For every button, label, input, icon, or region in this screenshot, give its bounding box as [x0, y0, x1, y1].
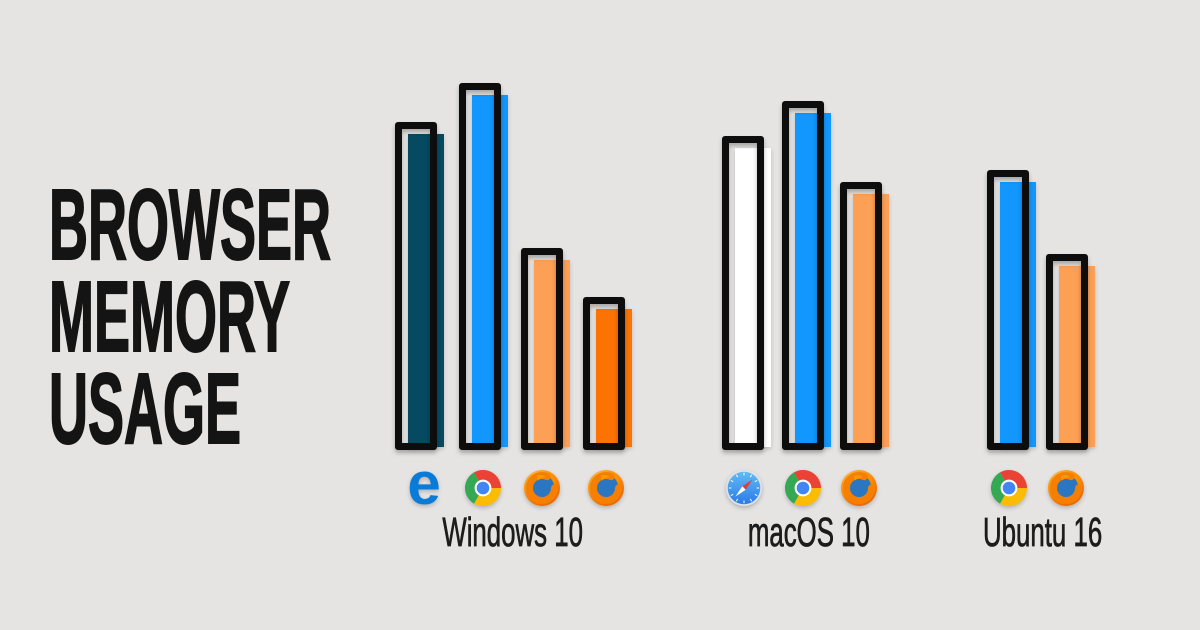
bar-fill-chrome [1000, 182, 1036, 447]
title-line-2: MEMORY [48, 261, 291, 373]
bar-outline-firefox [521, 248, 563, 450]
bar-fill-edge [408, 134, 444, 447]
chrome-icon [465, 470, 501, 506]
bar-fill-chrome [472, 95, 508, 447]
bar-outline-edge [395, 122, 437, 450]
firefox-icon [841, 470, 877, 506]
edge-icon: e [406, 470, 442, 506]
bar-fill-safari [735, 148, 771, 447]
bar-outline-chrome [459, 83, 501, 450]
safari-icon [726, 470, 762, 506]
bar-fill-firefox [853, 194, 889, 447]
bar-outline-firefox [840, 182, 882, 450]
platform-label-text: Ubuntu 16 [983, 509, 1103, 555]
bar-outline-chrome [782, 101, 824, 450]
platform-label-text: Windows 10 [442, 509, 584, 555]
bar-fill-chrome [795, 113, 831, 447]
platform-label-text: macOS 10 [747, 509, 871, 555]
firefox-icon [1048, 470, 1084, 506]
platform-label-windows-10: Windows 10 [333, 509, 693, 555]
title-line-3: USAGE [48, 353, 242, 465]
bar-outline-firefox [1046, 254, 1088, 450]
title-line-1: BROWSER [48, 169, 331, 281]
chrome-icon [785, 470, 821, 506]
bar-fill-firefox [534, 260, 570, 447]
bar-outline-chrome [987, 170, 1029, 450]
firefox-icon [524, 470, 560, 506]
bar-outline-safari [722, 136, 764, 450]
bar-fill-firefox [596, 309, 632, 447]
bar-fill-firefox [1059, 266, 1095, 447]
chrome-icon [991, 470, 1027, 506]
platform-label-macos-10: macOS 10 [629, 509, 989, 555]
platform-label-ubuntu-16: Ubuntu 16 [863, 509, 1200, 555]
svg-text:e: e [407, 470, 440, 506]
bar-outline-firefox [583, 297, 625, 450]
firefox-icon [588, 470, 624, 506]
page-title: BROWSER MEMORY USAGE [48, 169, 571, 465]
